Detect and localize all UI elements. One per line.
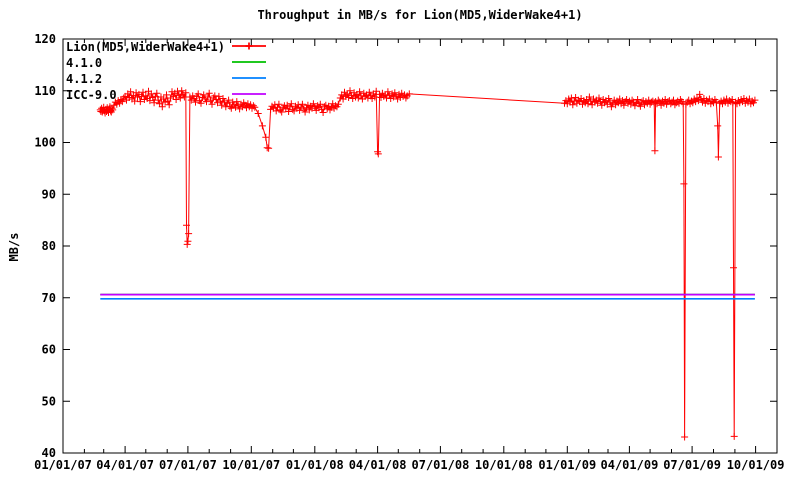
legend-item-lion: Lion(MD5,WiderWake4+1) — [66, 38, 266, 54]
legend-swatch — [232, 42, 266, 50]
legend-label: Lion(MD5,WiderWake4+1) — [66, 40, 225, 54]
legend-swatch — [232, 93, 266, 95]
series-lion-line — [99, 88, 756, 438]
x-tick-label: 04/01/08 — [349, 458, 407, 472]
axes — [62, 38, 778, 454]
chart-title: Throughput in MB/s for Lion(MD5,WiderWak… — [257, 8, 583, 22]
legend-label: 4.1.2 — [66, 72, 103, 86]
legend-item-4-1-0: 4.1.0 — [66, 54, 266, 70]
legend-item-icc-9-0: ICC-9.0 — [66, 86, 266, 102]
y-tick-label: 100 — [34, 136, 56, 150]
legend-label: 4.1.0 — [66, 56, 103, 70]
y-tick-label: 110 — [34, 84, 56, 98]
legend-swatch — [232, 77, 266, 79]
y-tick-label: 50 — [42, 394, 56, 408]
x-tick-label: 07/01/07 — [159, 458, 217, 472]
x-tick-label: 10/01/09 — [727, 458, 785, 472]
x-tick-label: 01/01/09 — [538, 458, 596, 472]
tick-labels: 40 50 60 70 80 90 100 110 120 01/01/07 04/01/07 07/… — [34, 32, 784, 472]
y-tick-label: 70 — [42, 291, 56, 305]
y-tick-label: 40 — [42, 446, 56, 460]
x-tick-label: 01/01/08 — [286, 458, 344, 472]
y-tick-label: 80 — [42, 239, 56, 253]
x-tick-label: 10/01/08 — [475, 458, 533, 472]
series-lion-markers — [96, 87, 759, 441]
legend-item-4-1-2: 4.1.2 — [66, 70, 266, 86]
legend: Lion(MD5,WiderWake4+1) 4.1.0 4.1.2 ICC-9.0 — [66, 38, 266, 102]
x-tick-label: 04/01/09 — [601, 458, 659, 472]
legend-label: ICC-9.0 — [66, 88, 117, 102]
y-tick-label: 90 — [42, 187, 56, 201]
legend-swatch — [232, 61, 266, 63]
x-tick-label: 07/01/08 — [412, 458, 470, 472]
y-tick-label: 120 — [34, 32, 56, 46]
y-tick-label: 60 — [42, 343, 56, 357]
x-tick-label: 10/01/07 — [222, 458, 280, 472]
x-tick-label: 01/01/07 — [34, 458, 92, 472]
x-tick-label: 04/01/07 — [96, 458, 154, 472]
x-tick-label: 07/01/09 — [663, 458, 721, 472]
